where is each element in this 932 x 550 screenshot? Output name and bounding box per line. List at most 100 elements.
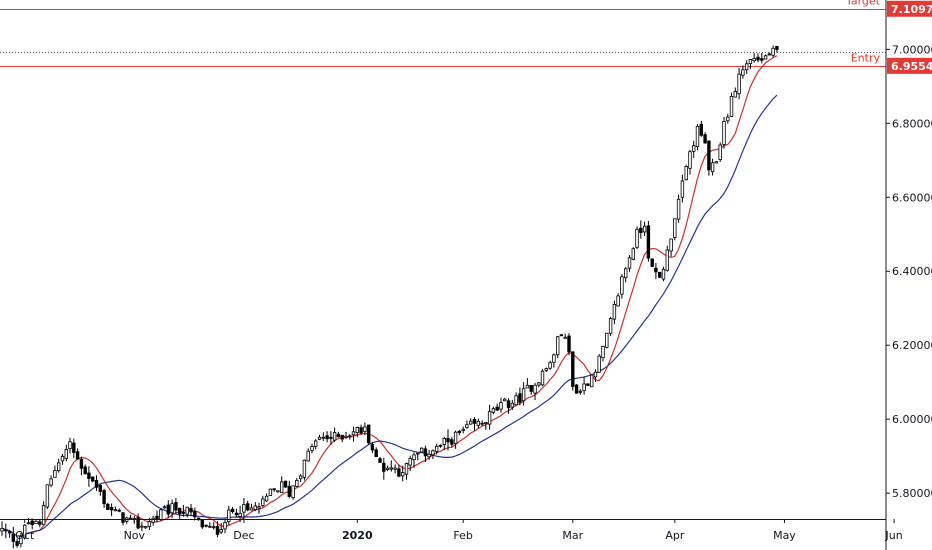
price-badge-label: 7.10979 xyxy=(891,3,932,16)
candle xyxy=(525,378,530,389)
candle xyxy=(563,333,567,339)
candle xyxy=(537,381,541,388)
candle-body xyxy=(91,476,95,482)
price-tick-label: 6.80000 xyxy=(892,117,932,130)
candle xyxy=(692,140,696,158)
candle xyxy=(427,450,431,460)
candle xyxy=(665,245,669,272)
candle xyxy=(310,443,314,454)
candle xyxy=(529,384,533,395)
candle xyxy=(737,68,741,100)
candle-body xyxy=(30,520,34,525)
candle xyxy=(317,434,322,441)
candle-body xyxy=(53,470,57,478)
candle xyxy=(49,475,53,488)
candle-body xyxy=(533,384,537,394)
candle xyxy=(136,513,140,530)
candle xyxy=(495,403,499,411)
candle-body xyxy=(106,503,110,510)
candle-body xyxy=(389,467,393,470)
candle xyxy=(624,267,628,283)
candles-layer xyxy=(0,45,779,549)
candle-body xyxy=(775,46,779,50)
candle-body xyxy=(673,218,677,238)
candle xyxy=(400,465,405,482)
candle xyxy=(487,404,492,430)
candle-body xyxy=(556,336,560,356)
candle-body xyxy=(204,524,208,527)
candle-body xyxy=(695,126,700,148)
candle-body xyxy=(771,47,775,56)
price-tick-label: 6.60000 xyxy=(892,191,932,204)
candle xyxy=(378,456,382,463)
candle-body xyxy=(306,450,310,462)
candle xyxy=(276,490,280,493)
candle-body xyxy=(416,452,420,455)
price-axis[interactable]: 7.00000 6.80000 6.60000 6.40000 6.20000 6.000… xyxy=(886,43,932,500)
candle xyxy=(745,60,749,74)
candle-body xyxy=(253,505,257,510)
candle xyxy=(567,333,571,356)
candle-body xyxy=(472,418,477,424)
candle xyxy=(230,507,235,514)
candle xyxy=(393,464,397,474)
candle-body xyxy=(661,268,666,280)
candle xyxy=(174,498,178,514)
candle xyxy=(30,518,34,530)
candle xyxy=(752,53,756,63)
candle xyxy=(590,374,594,388)
candle xyxy=(60,454,65,465)
candle-body xyxy=(559,334,564,337)
price-tick-label: 6.40000 xyxy=(892,265,932,278)
candle xyxy=(684,164,688,181)
candle xyxy=(140,521,144,532)
candle-body xyxy=(26,522,31,525)
candle-body xyxy=(484,421,488,424)
candle-body xyxy=(552,354,556,363)
candle-body xyxy=(279,481,284,493)
candle xyxy=(582,377,586,395)
candle xyxy=(650,258,654,267)
candle xyxy=(506,398,511,414)
candle-body xyxy=(298,475,303,480)
candle-body xyxy=(669,238,673,252)
candle xyxy=(461,426,465,434)
candle xyxy=(264,493,269,503)
candle xyxy=(635,226,639,250)
candle-body xyxy=(159,509,163,520)
candle-body xyxy=(185,506,189,515)
candle xyxy=(540,369,545,387)
candle xyxy=(559,333,564,337)
candle-body xyxy=(166,504,170,515)
candle xyxy=(329,431,333,445)
candle-body xyxy=(211,526,216,529)
candle-body xyxy=(257,506,261,509)
candle xyxy=(673,218,677,241)
candle-body xyxy=(72,442,76,453)
time-axis[interactable]: Oct Nov Dec 2020 Feb Mar Apr May Jun xyxy=(15,519,903,542)
candle-body xyxy=(718,144,722,161)
candle xyxy=(612,300,617,325)
candle-body xyxy=(378,458,382,463)
candle-body xyxy=(646,225,651,259)
candle xyxy=(325,431,329,443)
candle xyxy=(287,480,291,499)
candle-body xyxy=(174,502,178,511)
candle xyxy=(336,431,341,438)
candle-body xyxy=(155,515,159,520)
candle-body xyxy=(64,448,68,459)
candle-body xyxy=(408,458,412,466)
candle xyxy=(257,502,261,514)
candle xyxy=(767,52,771,56)
candle xyxy=(359,424,363,435)
candle xyxy=(775,45,779,53)
candle xyxy=(756,53,760,63)
candle xyxy=(166,500,170,518)
candle-body xyxy=(616,295,620,307)
candle xyxy=(491,406,496,415)
candle-body xyxy=(11,533,15,542)
candle-body xyxy=(624,268,628,279)
candle-body xyxy=(98,484,102,492)
